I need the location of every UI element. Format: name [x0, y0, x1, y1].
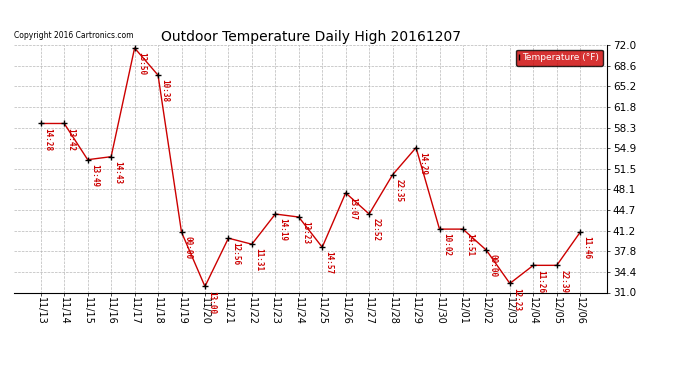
Text: 14:57: 14:57: [325, 251, 334, 274]
Text: 10:02: 10:02: [442, 233, 451, 256]
Text: 00:00: 00:00: [489, 254, 498, 278]
Text: 11:46: 11:46: [582, 236, 591, 260]
Text: 14:43: 14:43: [114, 161, 123, 184]
Text: 13:50: 13:50: [137, 52, 146, 75]
Text: 13:07: 13:07: [348, 197, 357, 220]
Text: 14:28: 14:28: [43, 128, 52, 151]
Text: 22:35: 22:35: [395, 179, 404, 202]
Text: 13:42: 13:42: [67, 128, 76, 151]
Text: 13:00: 13:00: [208, 291, 217, 314]
Title: Outdoor Temperature Daily High 20161207: Outdoor Temperature Daily High 20161207: [161, 30, 460, 44]
Text: 11:26: 11:26: [535, 270, 545, 292]
Text: 12:56: 12:56: [231, 242, 240, 266]
Text: 14:29: 14:29: [419, 152, 428, 175]
Text: 14:51: 14:51: [465, 233, 475, 256]
Text: 10:38: 10:38: [161, 80, 170, 102]
Text: 14:19: 14:19: [278, 218, 287, 242]
Text: 13:49: 13:49: [90, 164, 99, 187]
Text: 00:00: 00:00: [184, 236, 193, 260]
Text: Copyright 2016 Cartronics.com: Copyright 2016 Cartronics.com: [14, 31, 133, 40]
Text: 22:52: 22:52: [372, 218, 381, 242]
Text: 12:23: 12:23: [512, 288, 522, 311]
Text: 11:31: 11:31: [255, 248, 264, 272]
Text: 22:39: 22:39: [559, 270, 569, 292]
Legend: Temperature (°F): Temperature (°F): [516, 50, 602, 66]
Text: 13:23: 13:23: [302, 221, 310, 245]
